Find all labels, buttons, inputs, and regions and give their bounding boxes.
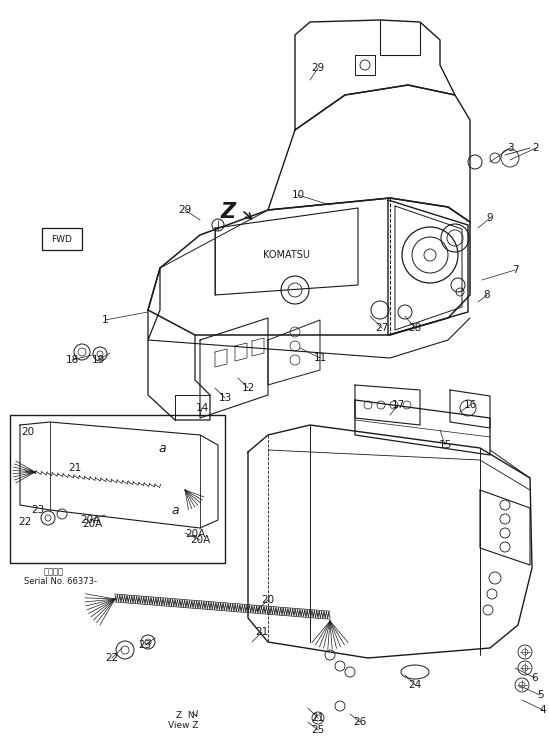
- Text: 13: 13: [219, 393, 232, 403]
- Text: 限用号码: 限用号码: [44, 568, 64, 576]
- Text: 20: 20: [21, 427, 35, 437]
- Text: a: a: [171, 503, 179, 517]
- Text: 24: 24: [408, 680, 422, 690]
- Text: 3: 3: [507, 143, 513, 153]
- Text: 19: 19: [91, 355, 105, 365]
- Text: Serial No. 66373-: Serial No. 66373-: [24, 577, 97, 587]
- Text: 29: 29: [178, 205, 192, 215]
- Text: 23: 23: [31, 505, 44, 515]
- Text: FWD: FWD: [52, 234, 72, 243]
- Text: a: a: [158, 441, 166, 454]
- Text: 7: 7: [512, 265, 518, 275]
- Text: 20: 20: [261, 595, 274, 605]
- Text: KOMATSU: KOMATSU: [264, 250, 311, 260]
- Text: 21: 21: [255, 627, 268, 637]
- Text: 2: 2: [533, 143, 539, 153]
- Text: Z  N: Z N: [176, 712, 194, 721]
- Bar: [42, 228, 82, 250]
- Text: 18: 18: [65, 355, 79, 365]
- Text: 20A: 20A: [185, 529, 205, 539]
- Text: 11: 11: [313, 353, 327, 363]
- Text: 10: 10: [292, 190, 305, 200]
- Text: 5: 5: [537, 690, 544, 700]
- Text: 27: 27: [376, 323, 389, 333]
- Text: 25: 25: [311, 725, 324, 735]
- Text: 21: 21: [311, 713, 324, 723]
- Text: 14: 14: [195, 403, 209, 413]
- Text: Z: Z: [221, 202, 236, 222]
- Text: 17: 17: [391, 400, 405, 410]
- Text: 21: 21: [69, 463, 82, 473]
- Text: View Z: View Z: [168, 721, 198, 730]
- Text: 1: 1: [102, 315, 108, 325]
- Text: 4: 4: [540, 705, 546, 715]
- Text: 16: 16: [463, 400, 477, 410]
- Text: 15: 15: [438, 440, 452, 450]
- Text: 6: 6: [531, 673, 539, 683]
- Bar: [10, 415, 225, 563]
- Text: 28: 28: [408, 323, 422, 333]
- Text: 20A: 20A: [190, 535, 210, 545]
- Text: 23: 23: [138, 640, 152, 650]
- Text: 9: 9: [486, 213, 494, 223]
- Text: 22: 22: [105, 653, 119, 663]
- Text: 22: 22: [18, 517, 32, 527]
- Text: 8: 8: [484, 290, 490, 300]
- Text: 26: 26: [354, 717, 367, 727]
- Text: 29: 29: [311, 63, 324, 73]
- Text: 12: 12: [242, 383, 255, 393]
- Text: 20A: 20A: [82, 519, 102, 529]
- Text: 20A: 20A: [80, 515, 100, 525]
